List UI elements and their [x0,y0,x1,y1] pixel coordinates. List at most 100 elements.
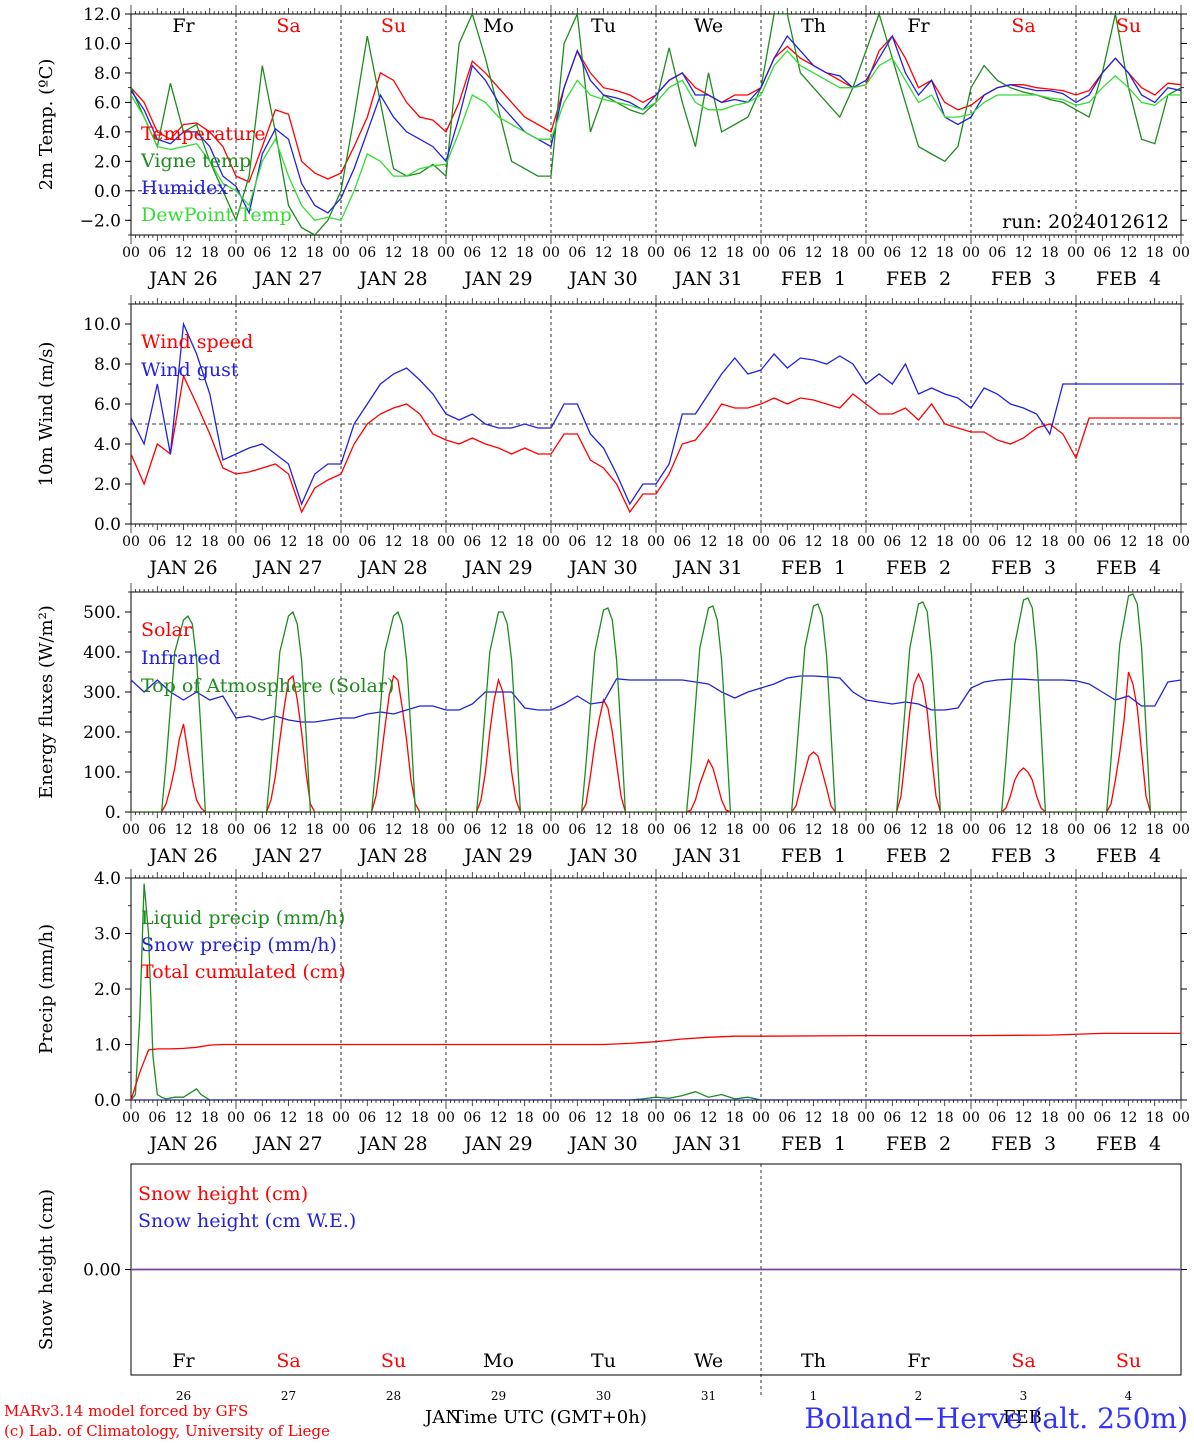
hour-tick-label: 06 [463,245,481,261]
y-axis-label: Energy fluxes (W/m²) [36,605,57,799]
hour-tick-label: 12 [595,245,613,261]
date-label: FEB 3 [991,557,1056,579]
date-label: JAN 30 [567,845,637,867]
date-label: FEB 3 [991,845,1056,867]
footer-feb-label: FEB [1003,1407,1042,1428]
date-label: FEB 4 [1096,268,1161,290]
hour-tick-label: 06 [673,1110,691,1126]
hour-tick-label: 18 [201,534,219,550]
hour-tick-label: 06 [778,1110,796,1126]
panel-precip: 0.0 1.0 2.0 3.0 4.0 Precip (mm/h) 00 06 12 18 00 06… [36,869,1190,1155]
hour-tick-label: 12 [700,534,718,550]
hour-tick-label: 00 [437,245,455,261]
hour-tick-label: 06 [988,534,1006,550]
y-tick-label: 12.0 [83,5,121,25]
hour-tick-label: 00 [857,1110,875,1126]
hour-tick-label: 00 [437,1110,455,1126]
hour-tick-label: 12 [1120,822,1138,838]
hour-tick-label: 06 [463,1110,481,1126]
hour-tick-label: 12 [595,1110,613,1126]
date-label: JAN 31 [672,268,742,290]
hour-tick-label: 18 [726,534,744,550]
hour-tick-label: 18 [1041,1110,1059,1126]
hour-tick-label: 18 [516,822,534,838]
hour-tick-label: 00 [1067,822,1085,838]
hour-tick-label: 18 [201,1110,219,1126]
hour-tick-label: 00 [647,1110,665,1126]
panel-wind: 0.0 2.0 4.0 6.0 8.0 10.0 10m Wind (m/s) 00 06 12 1… [36,295,1190,579]
weekday-label: Th [801,15,826,37]
hour-tick-label: 18 [726,245,744,261]
hour-tick-label: 12 [700,245,718,261]
hour-tick-label: 06 [253,534,271,550]
hour-tick-label: 18 [936,534,954,550]
y-axis-label: Snow height (cm) [36,1189,57,1350]
date-label: JAN 26 [147,845,217,867]
y-axis-label: 2m Temp. (ºC) [36,59,57,191]
hour-tick-label: 06 [568,245,586,261]
hour-tick-label: 18 [831,1110,849,1126]
hour-tick-label: 06 [253,245,271,261]
y-tick-label: 400. [83,643,121,663]
hour-tick-label: 00 [437,822,455,838]
hour-tick-label: 06 [883,1110,901,1126]
date-label: JAN 26 [147,557,217,579]
y-tick-label: 1.0 [94,1036,121,1056]
hour-tick-label: 00 [122,534,140,550]
day-number-label: 30 [596,1389,611,1403]
day-number-label: 29 [491,1389,506,1403]
hour-tick-label: 06 [778,534,796,550]
hour-tick-label: 06 [568,1110,586,1126]
hour-tick-label: 06 [148,534,166,550]
hour-tick-label: 12 [175,1110,193,1126]
hour-tick-label: 12 [1015,245,1033,261]
series-line-dewpoint-temp [131,49,1181,222]
legend-entry: Snow precip (mm/h) [141,934,337,956]
date-label: FEB 4 [1096,845,1161,867]
y-tick-label: 2.0 [94,980,121,1000]
day-number-label: 4 [1125,1389,1133,1403]
hour-tick-label: 00 [752,1110,770,1126]
date-label: JAN 31 [672,557,742,579]
hour-tick-label: 18 [1146,1110,1164,1126]
day-number-label: 1 [810,1389,818,1403]
y-axis-label: 10m Wind (m/s) [36,342,57,487]
hour-tick-label: 00 [332,245,350,261]
date-label: FEB 1 [781,557,846,579]
y-tick-label: 8.0 [94,355,121,375]
legend-entry: Infrared [141,647,221,669]
legend-entry: Solar [141,619,193,641]
date-label: JAN 27 [252,557,322,579]
hour-tick-label: 12 [280,822,298,838]
hour-tick-label: 00 [647,534,665,550]
hour-tick-label: 06 [358,1110,376,1126]
hour-tick-label: 00 [1067,245,1085,261]
hour-tick-label: 06 [568,822,586,838]
hour-tick-label: 00 [752,245,770,261]
y-axis-label: Precip (mm/h) [36,924,57,1054]
weekday-label: We [694,15,723,37]
footer-jan-label: JAN [423,1407,461,1428]
hour-tick-label: 12 [385,822,403,838]
footer-credit-line: (c) Lab. of Climatology, University of L… [4,1422,330,1440]
weekday-label: Tu [591,15,616,37]
run-annotation: run: 2024012612 [1002,211,1169,233]
hour-tick-label: 12 [700,1110,718,1126]
day-number-label: 28 [386,1389,401,1403]
hour-tick-label: 12 [175,245,193,261]
hour-tick-label: 12 [805,1110,823,1126]
hour-tick-label: 12 [385,1110,403,1126]
hour-tick-label: 06 [148,1110,166,1126]
weekday-label: Sa [1011,15,1035,37]
hour-tick-label: 00 [542,822,560,838]
y-tick-label: 0.0 [94,515,121,535]
hour-tick-label: 00 [857,245,875,261]
hour-tick-label: 12 [280,245,298,261]
date-label: FEB 1 [781,268,846,290]
hour-tick-label: 18 [411,534,429,550]
hour-tick-label: 00 [122,245,140,261]
hour-tick-label: 12 [1120,245,1138,261]
hour-tick-label: 18 [306,534,324,550]
weekday-label: Mo [483,1350,514,1372]
